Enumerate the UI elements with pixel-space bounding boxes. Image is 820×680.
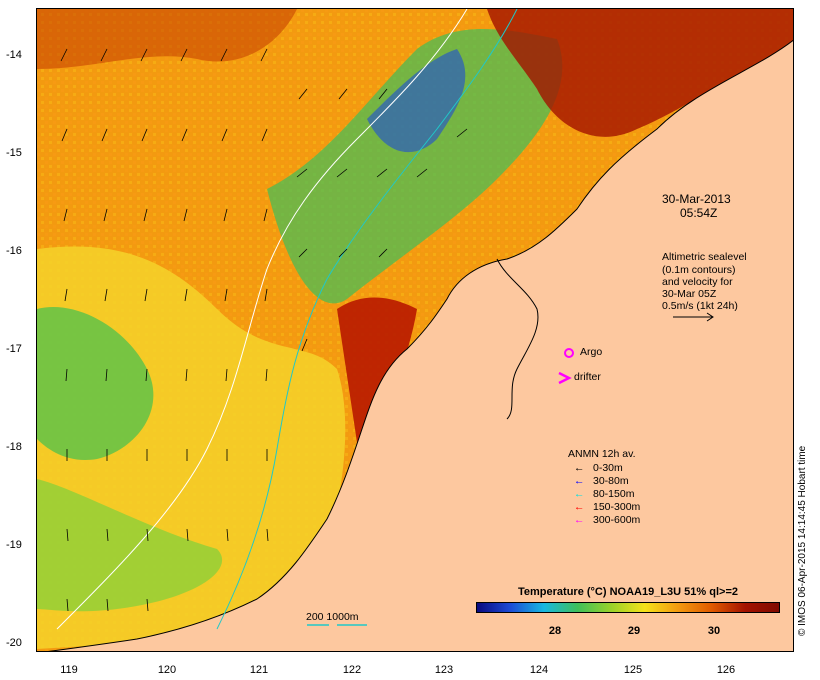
anmn-legend-item: ← 300-600m	[574, 514, 641, 527]
sst-map[interactable]	[36, 8, 794, 652]
cool-band-northeast	[267, 29, 563, 304]
arrow-left-icon: ←	[574, 488, 585, 501]
y-tick-label: -14	[6, 49, 22, 61]
x-tick-label: 119	[60, 664, 78, 676]
x-tick-label: 120	[157, 664, 177, 676]
arrow-left-icon: ←	[574, 475, 585, 488]
x-tick-label: 124	[529, 664, 549, 676]
colorbar-tick: 28	[548, 625, 562, 637]
y-tick-label: -17	[6, 343, 22, 355]
coastline-detail	[496, 258, 539, 420]
velocity-arrows	[60, 48, 468, 612]
anmn-legend-title: ANMN 12h av.	[568, 448, 636, 460]
isobath-legend-label: 200 1000m	[306, 611, 359, 623]
warm-coastal-water	[157, 297, 417, 651]
x-tick-label: 121	[249, 664, 269, 676]
anmn-legend-item: ← 0-30m	[574, 462, 623, 475]
anmn-legend-item: ← 150-300m	[574, 501, 641, 514]
warm-north-west	[37, 9, 297, 69]
credit-text: © IMOS 06-Apr-2015 14:14:45 Hobart time	[797, 445, 808, 636]
cool-patch-west	[37, 307, 154, 460]
timestamp-time: 05:54Z	[680, 206, 718, 220]
argo-marker[interactable]	[564, 348, 574, 358]
x-tick-label: 125	[623, 664, 643, 676]
cool-core	[367, 49, 466, 153]
x-tick-label: 123	[434, 664, 454, 676]
warm-north-east	[487, 9, 793, 137]
x-tick-label: 122	[342, 664, 362, 676]
y-tick-label: -20	[6, 637, 22, 649]
arrow-left-icon: ←	[574, 501, 585, 514]
altimetry-note-line: 0.5m/s (1kt 24h)	[662, 300, 738, 312]
anmn-legend-item: ← 80-150m	[574, 488, 635, 501]
y-tick-label: -15	[6, 147, 22, 159]
colorbar-tick: 30	[707, 625, 721, 637]
y-tick-label: -18	[6, 441, 22, 453]
velocity-scale-arrow	[673, 312, 714, 322]
sst-map-canvas	[37, 9, 793, 651]
arrow-left-icon: ←	[574, 514, 585, 527]
arrow-left-icon: ←	[574, 462, 585, 475]
altimetry-note-line: Altimetric sealevel	[662, 251, 747, 263]
y-tick-label: -19	[6, 539, 22, 551]
colorbar-title: Temperature (°C) NOAA19_L3U 51% ql>=2	[518, 586, 738, 598]
anmn-legend-item: ← 30-80m	[574, 475, 629, 488]
altimetry-note-line: 30-Mar 05Z	[662, 288, 717, 300]
isobath-200m	[216, 9, 518, 630]
isobath-1000m	[56, 9, 468, 630]
drifter-label: drifter	[574, 371, 601, 383]
argo-label: Argo	[580, 346, 603, 358]
timestamp-date: 30-Mar-2013	[662, 192, 731, 206]
drifter-marker[interactable]	[558, 371, 572, 385]
colorbar-tick: 29	[627, 625, 641, 637]
x-tick-label: 126	[716, 664, 736, 676]
cool-patch-south	[37, 479, 223, 612]
altimetry-note-line: (0.1m contours)	[662, 264, 736, 276]
y-tick-label: -16	[6, 245, 22, 257]
temperature-colorbar	[476, 602, 780, 613]
altimetry-note-line: and velocity for	[662, 276, 733, 288]
land-kimberley-pilbara	[48, 39, 793, 651]
